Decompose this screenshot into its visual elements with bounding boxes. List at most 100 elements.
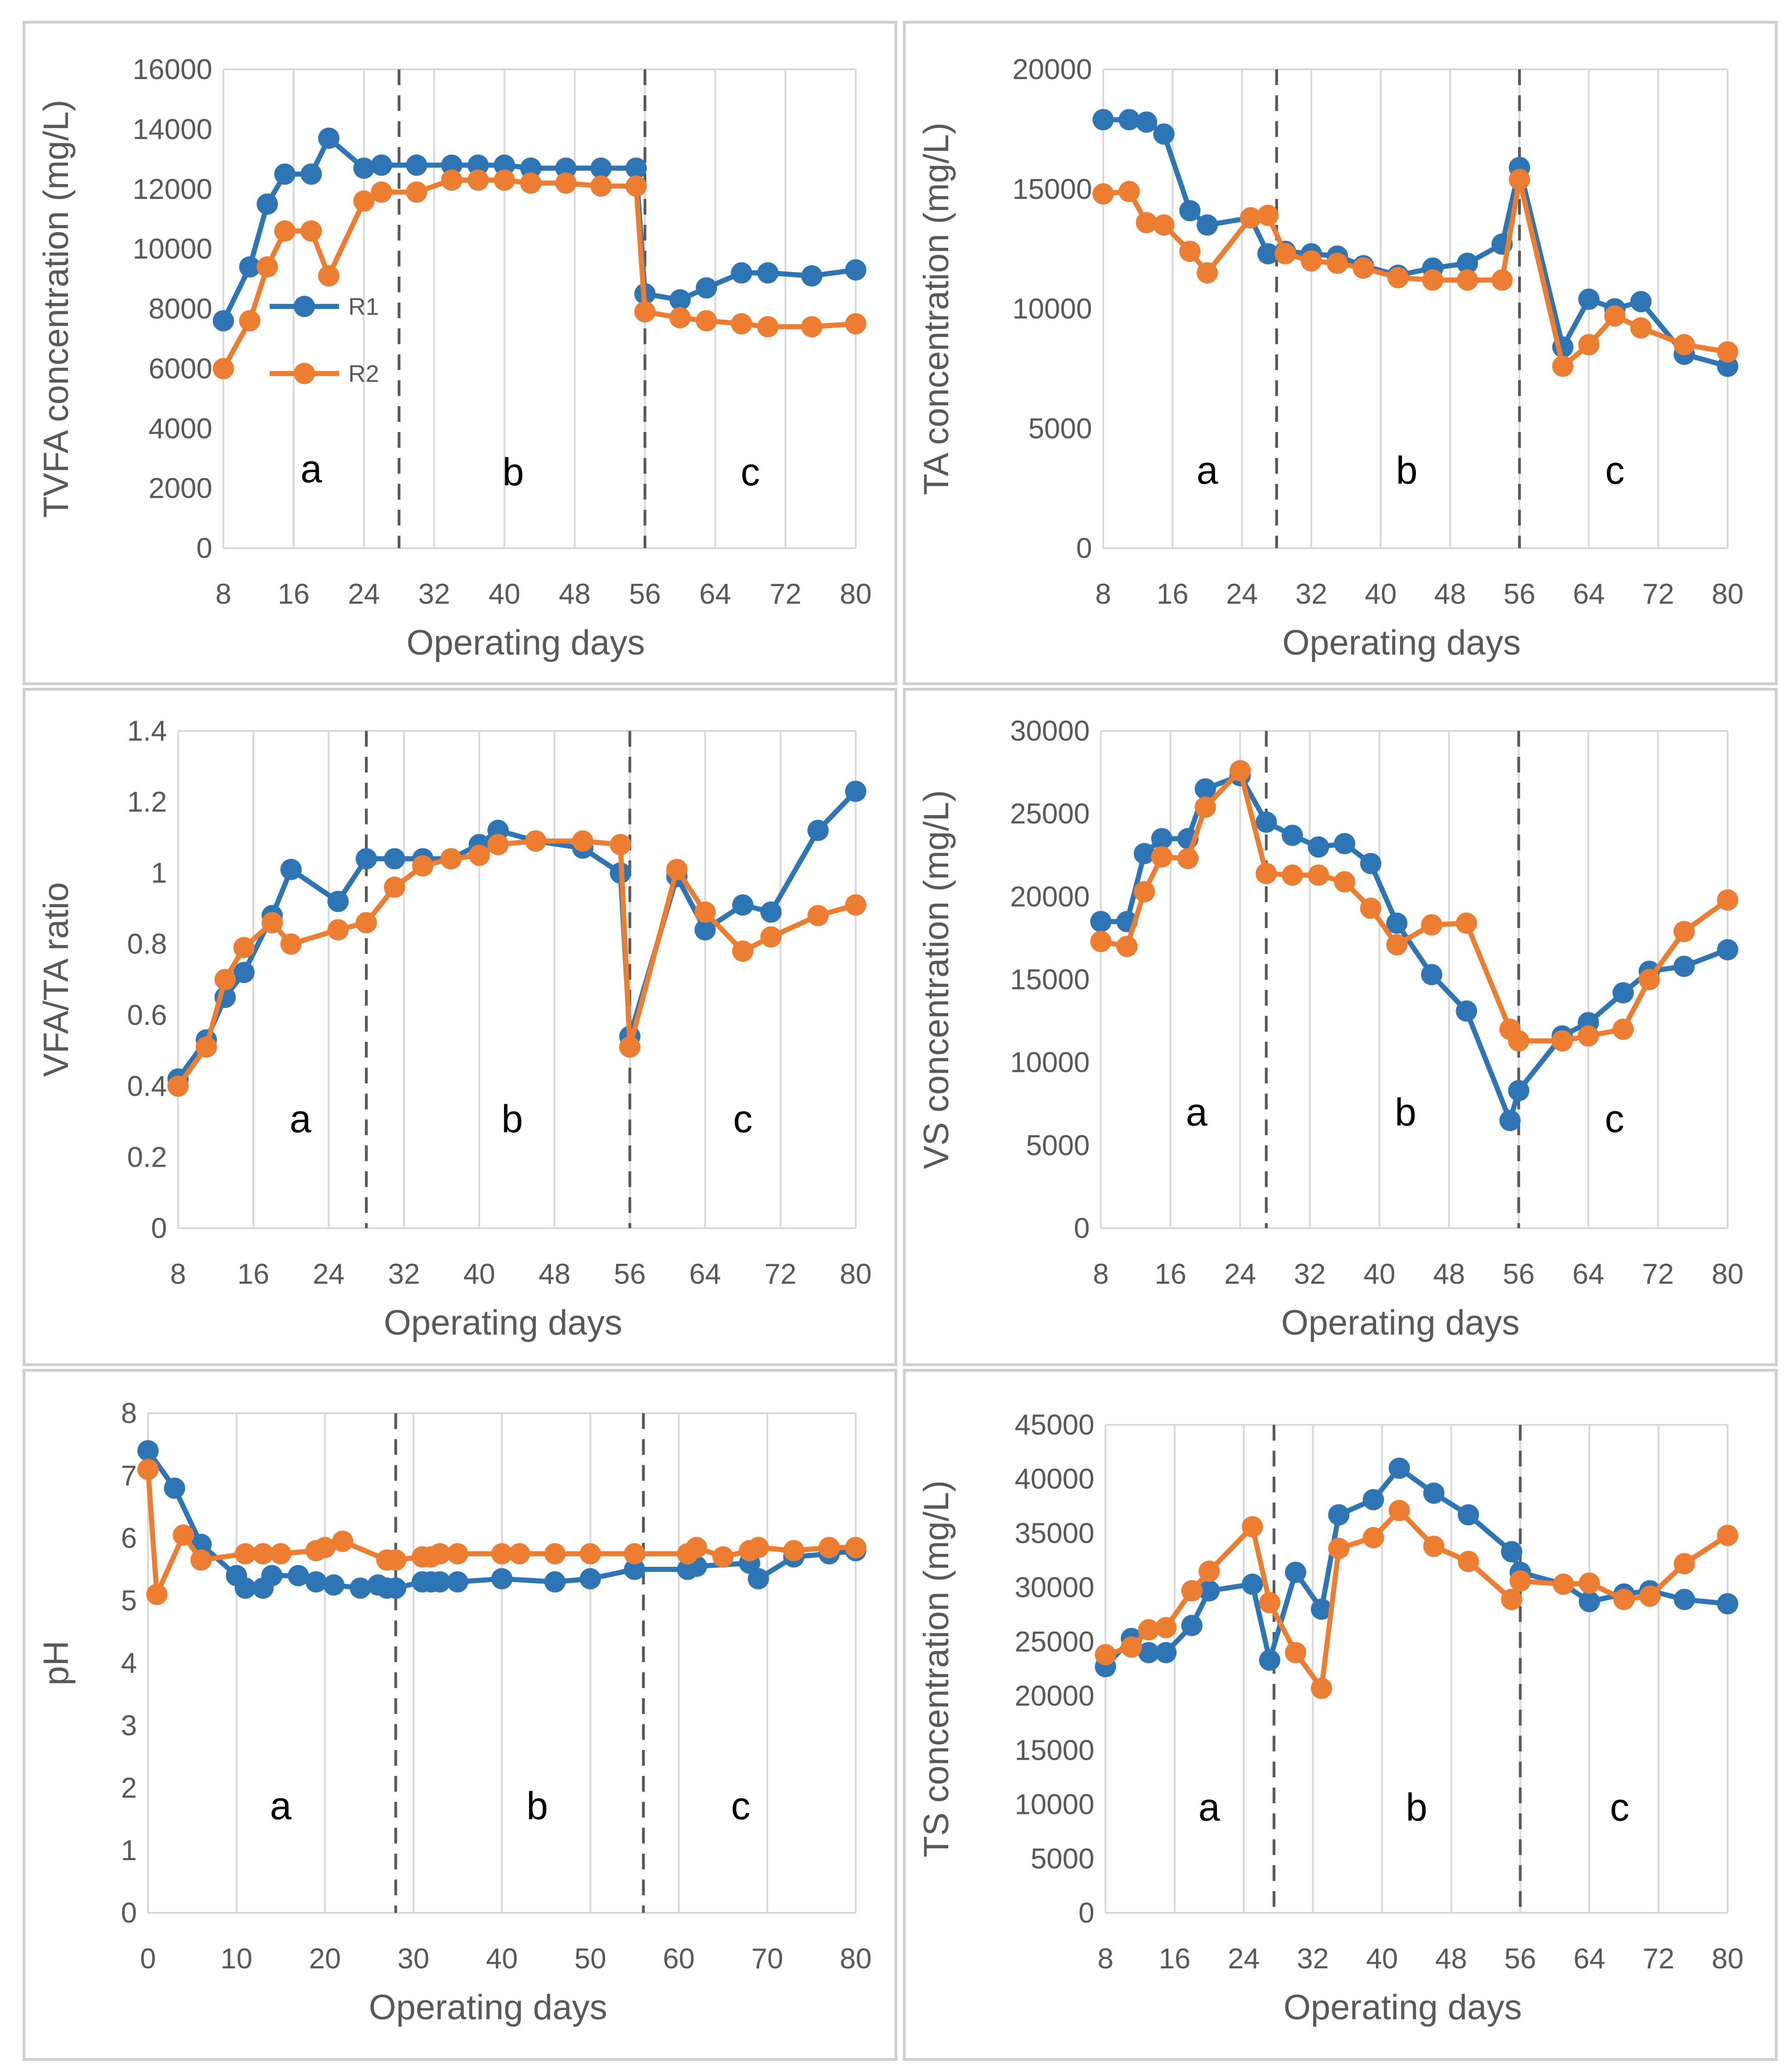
data-point-r1 (1612, 982, 1634, 1004)
data-point-r2 (239, 310, 260, 332)
data-point-r2 (487, 834, 509, 855)
x-tick-label: 70 (751, 1943, 783, 1975)
x-tick-label: 56 (1504, 578, 1536, 610)
y-tick-label: 0 (197, 532, 212, 564)
x-tick-label: 8 (170, 1258, 186, 1290)
phase-label-b: b (526, 1784, 548, 1828)
data-point-r1 (1308, 836, 1329, 858)
data-point-r2 (1095, 1644, 1116, 1666)
y-tick-label: 20000 (1015, 1680, 1094, 1712)
data-point-r2 (1282, 864, 1303, 886)
y-tick-label: 0 (151, 1212, 167, 1244)
x-tick-label: 48 (1435, 1943, 1467, 1975)
data-point-r2 (256, 256, 278, 278)
data-point-r2 (818, 1537, 840, 1559)
data-point-r1 (318, 127, 340, 149)
data-point-r2 (760, 926, 782, 948)
x-tick-label: 64 (1574, 1943, 1606, 1975)
data-point-r1 (1673, 955, 1695, 977)
y-tick-label: 2000 (148, 473, 212, 505)
data-point-r2 (624, 1543, 645, 1565)
data-point-r2 (757, 316, 779, 338)
data-point-r2 (696, 310, 717, 332)
data-point-r2 (1255, 863, 1277, 884)
data-point-r2 (270, 1543, 291, 1565)
y-tick-label: 25000 (1010, 798, 1090, 830)
x-tick-label: 16 (1157, 578, 1189, 610)
data-point-r1 (239, 256, 260, 278)
data-point-r1 (580, 1568, 601, 1590)
x-tick-label: 80 (840, 1258, 872, 1290)
data-point-r1 (1257, 243, 1279, 265)
data-point-r1 (1421, 964, 1443, 985)
data-point-r2 (1121, 1636, 1143, 1658)
legend-label-r2: R2 (348, 360, 379, 387)
x-tick-label: 72 (1643, 1943, 1674, 1975)
phase-label-a: a (1197, 448, 1218, 492)
data-point-r2 (1386, 934, 1408, 956)
data-point-r2 (1509, 1570, 1531, 1592)
data-point-r2 (1151, 846, 1173, 868)
data-point-r1 (1508, 1080, 1530, 1101)
y-axis-title: TA concentration (mg/L) (917, 123, 956, 495)
data-point-r1 (256, 193, 278, 215)
x-tick-label: 0 (140, 1943, 156, 1975)
x-tick-label: 48 (559, 578, 591, 610)
x-tick-label: 80 (1712, 578, 1744, 610)
data-point-r1 (1717, 1593, 1738, 1614)
x-tick-label: 32 (1296, 578, 1328, 610)
data-point-r2 (580, 1543, 601, 1565)
data-point-r2 (669, 307, 691, 328)
phase-label-c: c (1605, 448, 1624, 492)
data-point-r2 (619, 1036, 641, 1058)
data-point-r1 (696, 277, 717, 299)
x-tick-label: 72 (1643, 578, 1674, 610)
y-tick-label: 0 (121, 1897, 137, 1929)
data-point-r2 (544, 1543, 566, 1565)
y-tick-label: 10000 (133, 233, 212, 265)
data-point-r2 (1360, 897, 1382, 919)
data-point-r2 (1363, 1527, 1384, 1548)
data-point-r1 (1360, 853, 1382, 874)
data-point-r1 (1334, 833, 1355, 854)
x-tick-label: 80 (1712, 1258, 1744, 1290)
data-point-r1 (1155, 1642, 1177, 1664)
data-point-r2 (590, 175, 612, 197)
data-point-r1 (280, 859, 302, 880)
legend-swatch-marker-r1 (294, 296, 315, 317)
data-point-r2 (213, 358, 234, 379)
y-tick-label: 14000 (133, 113, 212, 145)
data-point-r2 (1551, 1030, 1573, 1052)
x-tick-label: 16 (1155, 1258, 1186, 1290)
data-point-r1 (590, 157, 612, 179)
data-point-r1 (732, 894, 753, 916)
data-point-r2 (1423, 1535, 1445, 1557)
data-point-r1 (213, 310, 234, 332)
data-point-r2 (1328, 1538, 1350, 1559)
x-tick-label: 72 (765, 1258, 797, 1290)
data-point-r1 (494, 155, 515, 176)
data-point-r2 (235, 1543, 256, 1565)
data-point-r2 (1285, 1642, 1306, 1664)
y-tick-label: 6 (121, 1522, 137, 1554)
data-point-r2 (845, 313, 866, 334)
data-point-r1 (1198, 1580, 1220, 1602)
y-axis-title: TS concentration (mg/L) (917, 1480, 956, 1857)
data-point-r1 (624, 1559, 645, 1580)
data-point-r2 (1578, 334, 1600, 356)
x-tick-label: 30 (397, 1943, 429, 1975)
data-point-r1 (1328, 1504, 1350, 1526)
data-point-r1 (807, 820, 829, 841)
data-point-r2 (1387, 267, 1409, 289)
y-tick-label: 7 (121, 1460, 137, 1492)
data-point-r2 (1421, 914, 1443, 936)
data-point-r1 (288, 1565, 309, 1586)
data-point-r2 (1501, 1589, 1522, 1610)
data-point-r2 (1274, 243, 1296, 265)
data-point-r2 (801, 316, 823, 338)
data-point-r1 (323, 1574, 345, 1596)
data-point-r2 (1179, 241, 1201, 262)
x-axis-title: Operating days (407, 623, 645, 662)
